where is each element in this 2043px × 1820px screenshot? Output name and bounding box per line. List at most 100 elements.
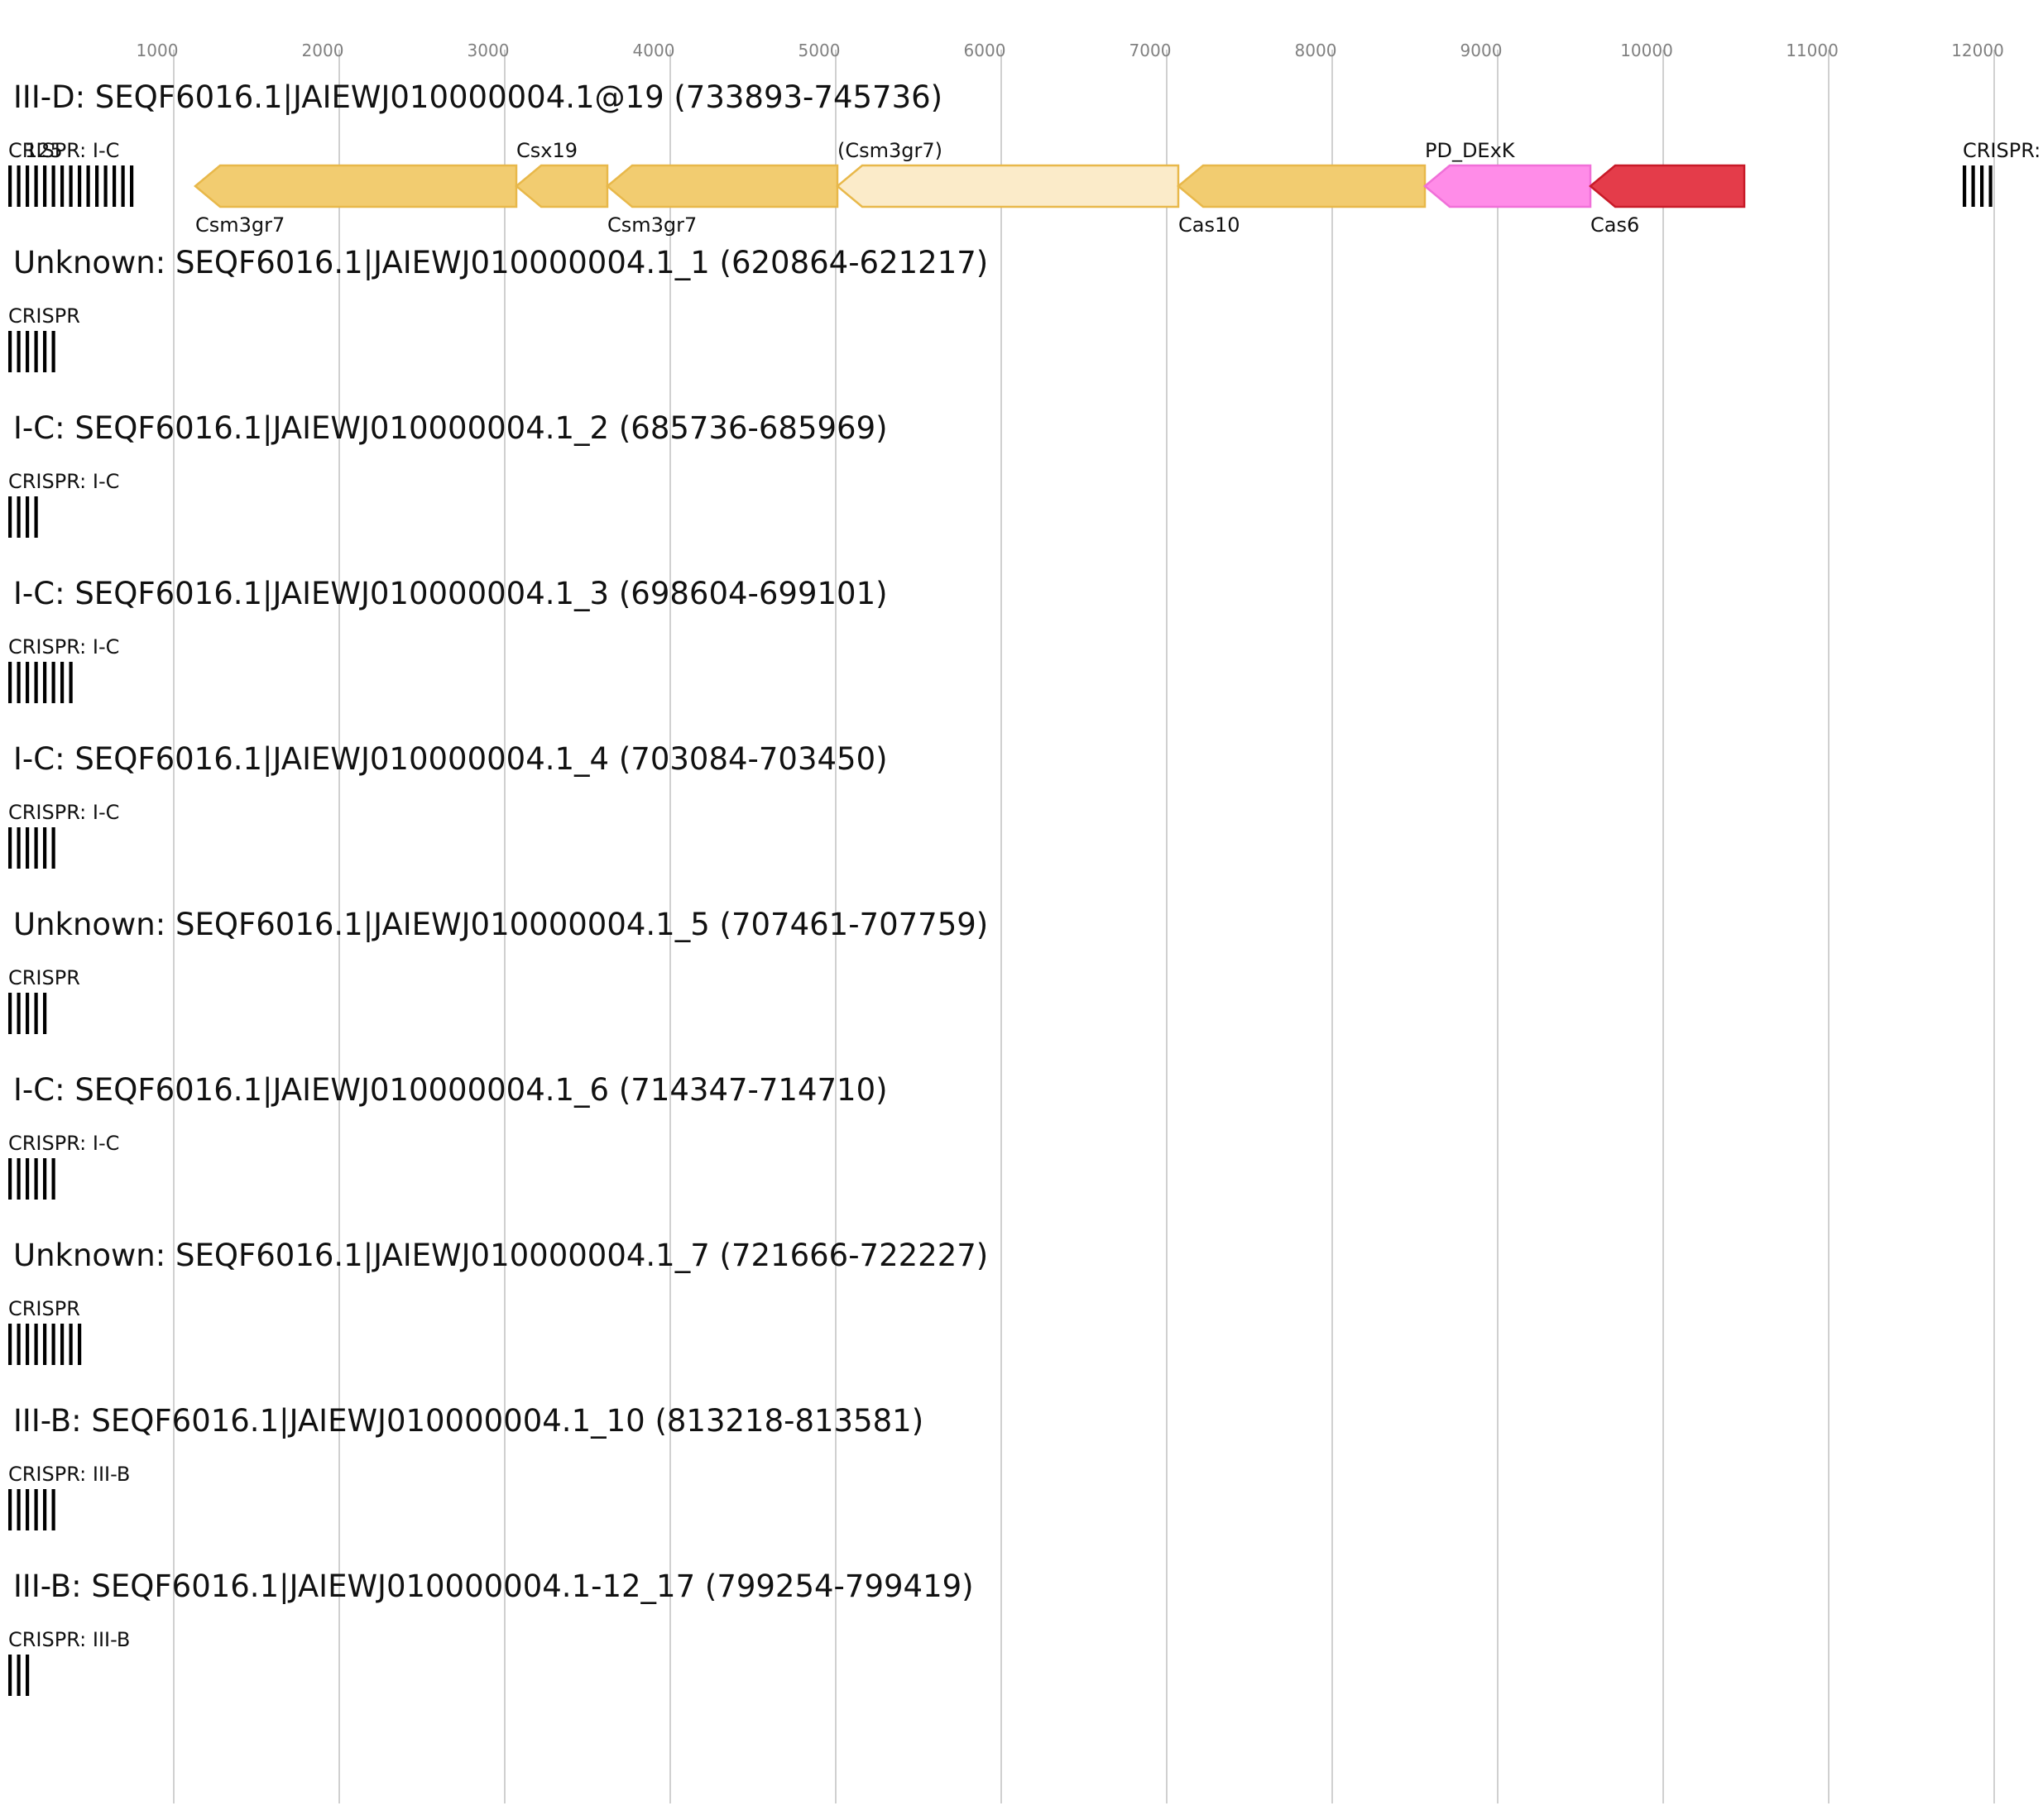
- crispr-repeat: [51, 1489, 55, 1530]
- gene-arrow: Csx19: [515, 139, 609, 208]
- crispr-repeat: [17, 1655, 21, 1696]
- tick-label: 7000: [1129, 41, 1172, 60]
- crispr-array: CRISPR: [8, 304, 80, 372]
- crispr-array: CRISPR: I-C: [1963, 139, 2043, 207]
- crispr-array-label: CRISPR: [8, 966, 80, 989]
- crispr-repeat: [103, 165, 108, 207]
- track-title: I-C: SEQF6016.1|JAIEWJ010000004.1_2 (685…: [13, 410, 888, 446]
- tick-label: 8000: [1295, 41, 1337, 60]
- gene-label: Cas10: [1178, 213, 1240, 237]
- tick-label: 3000: [468, 41, 510, 60]
- crispr-repeat: [130, 165, 134, 207]
- tick-label: 10000: [1620, 41, 1673, 60]
- tick-label: 1000: [137, 41, 179, 60]
- gene-label: Csm3gr7: [195, 213, 285, 237]
- gene-arrow-shape: [1177, 164, 1427, 208]
- crispr-repeat: [17, 496, 21, 538]
- crispr-array: CRISPR: [8, 966, 80, 1034]
- crispr-repeat: [34, 1158, 38, 1200]
- crispr-repeat: [51, 165, 55, 207]
- tick-label: 4000: [633, 41, 675, 60]
- track: I-C: SEQF6016.1|JAIEWJ010000004.1_2 (685…: [8, 410, 888, 538]
- crispr-repeat: [8, 662, 12, 703]
- crispr-repeat: [34, 165, 38, 207]
- gene-arrow-shape: [1589, 164, 1746, 208]
- crispr-repeat: [43, 1158, 47, 1200]
- crispr-repeat: [26, 662, 30, 703]
- track-title: I-C: SEQF6016.1|JAIEWJ010000004.1_4 (703…: [13, 741, 888, 777]
- tick-label: 12000: [1951, 41, 2004, 60]
- crispr-repeat: [26, 1324, 30, 1365]
- track-title: Unknown: SEQF6016.1|JAIEWJ010000004.1_1 …: [13, 245, 988, 280]
- crispr-array-label: CRISPR: I-C: [8, 635, 119, 659]
- crispr-array-label: CRISPR: [8, 304, 80, 328]
- tick-label: 2000: [302, 41, 344, 60]
- crispr-repeat: [43, 1489, 47, 1530]
- crispr-repeat: [43, 993, 47, 1034]
- crispr-repeat: [113, 165, 117, 207]
- crispr-repeat: [43, 165, 47, 207]
- track-title: Unknown: SEQF6016.1|JAIEWJ010000004.1_5 …: [13, 907, 988, 942]
- crispr-repeat: [69, 1324, 73, 1365]
- tracks: III-D: SEQF6016.1|JAIEWJ010000004.1@19 (…: [8, 79, 2043, 1696]
- crispr-repeat: [121, 165, 125, 207]
- crispr-repeat: [60, 165, 65, 207]
- crispr-repeat: [86, 165, 90, 207]
- crispr-repeat: [60, 662, 65, 703]
- gene-arrow: Csm3gr7: [606, 164, 839, 237]
- crispr-repeat: [26, 993, 30, 1034]
- gene-label: Cas6: [1590, 213, 1639, 237]
- crispr-repeat: [34, 827, 38, 869]
- crispr-repeat: [60, 1324, 65, 1365]
- crispr-repeat: [17, 993, 21, 1034]
- crispr-array-label: CRISPR: I-C: [8, 1132, 119, 1155]
- gene-label: PD_DExK: [1425, 139, 1516, 162]
- crispr-repeat: [8, 1324, 12, 1365]
- crispr-array: CRISPR: I-C: [8, 1132, 119, 1200]
- track: I-C: SEQF6016.1|JAIEWJ010000004.1_6 (714…: [8, 1072, 888, 1200]
- gene-arrow: (Csm3gr7): [836, 139, 1180, 208]
- crispr-repeat: [51, 827, 55, 869]
- crispr-array-label: CRISPR: I-C: [8, 139, 119, 162]
- crispr-array: CRISPR: I-C: [8, 139, 134, 207]
- tick-label: 9000: [1460, 41, 1503, 60]
- crispr-array-label: CRISPR: I-C: [8, 470, 119, 493]
- crispr-repeat: [51, 662, 55, 703]
- crispr-repeat: [26, 1158, 30, 1200]
- track: Unknown: SEQF6016.1|JAIEWJ010000004.1_7 …: [8, 1238, 988, 1365]
- track: I-C: SEQF6016.1|JAIEWJ010000004.1_4 (703…: [8, 741, 888, 869]
- crispr-repeat: [43, 662, 47, 703]
- gridlines: [173, 50, 1995, 1803]
- gene-arrow-shape: [1423, 164, 1592, 208]
- gene-arrow-shape: [515, 164, 609, 208]
- crispr-repeat: [1971, 165, 1975, 207]
- gene-arrow-shape: [606, 164, 839, 208]
- track: I-C: SEQF6016.1|JAIEWJ010000004.1_3 (698…: [8, 576, 888, 703]
- crispr-repeat: [95, 165, 99, 207]
- crispr-array-label: CRISPR: [8, 1297, 80, 1320]
- track: III-D: SEQF6016.1|JAIEWJ010000004.1@19 (…: [8, 79, 2043, 237]
- crispr-array: CRISPR: [8, 1297, 82, 1365]
- crispr-array-label: CRISPR: I-C: [1963, 139, 2043, 162]
- crispr-array-label: CRISPR: III-B: [8, 1628, 130, 1651]
- crispr-repeat: [8, 496, 12, 538]
- bp-ruler: 1000 2000 3000 4000 5000 6000 7000 8000 9000 1000…: [137, 41, 2004, 60]
- crispr-repeat: [51, 331, 55, 372]
- tick-label: 11000: [1786, 41, 1839, 60]
- crispr-repeat: [34, 1489, 38, 1530]
- crispr-repeat: [43, 827, 47, 869]
- track-title: III-B: SEQF6016.1|JAIEWJ010000004.1_10 (…: [13, 1403, 923, 1439]
- tick-label: 6000: [964, 41, 1006, 60]
- track-title: III-B: SEQF6016.1|JAIEWJ010000004.1-12_1…: [13, 1569, 974, 1604]
- crispr-repeat: [8, 165, 12, 207]
- crispr-repeat: [17, 1158, 21, 1200]
- crispr-repeat: [26, 1489, 30, 1530]
- crispr-repeat: [34, 662, 38, 703]
- crispr-repeat: [43, 1324, 47, 1365]
- crispr-repeat: [8, 1158, 12, 1200]
- crispr-repeat: [26, 331, 30, 372]
- crispr-array-label: CRISPR: I-C: [8, 801, 119, 824]
- gene-arrow: Cas10: [1177, 164, 1427, 237]
- track: III-B: SEQF6016.1|JAIEWJ010000004.1_10 (…: [8, 1403, 923, 1530]
- crispr-repeat: [1980, 165, 1984, 207]
